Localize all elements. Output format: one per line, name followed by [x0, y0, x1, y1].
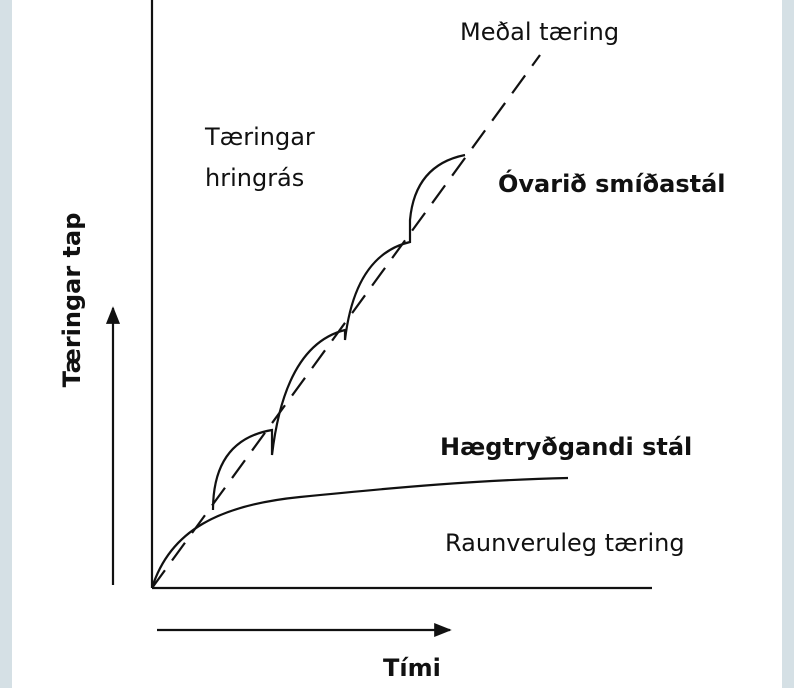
panel: [12, 0, 782, 688]
label: Hægtryðgandi stál: [440, 433, 692, 461]
label: Tæringar tap: [58, 213, 86, 388]
label: Tími: [383, 654, 441, 682]
label: Tæringar: [204, 123, 315, 151]
cycle-curve: [211, 153, 466, 511]
label: hringrás: [205, 164, 304, 192]
label: Raunveruleg tæring: [445, 529, 685, 557]
weathering-curve: [150, 476, 569, 589]
label: Óvarið smíðastál: [498, 168, 726, 198]
label: Meðal tæring: [460, 18, 619, 46]
average-line: [151, 54, 541, 589]
